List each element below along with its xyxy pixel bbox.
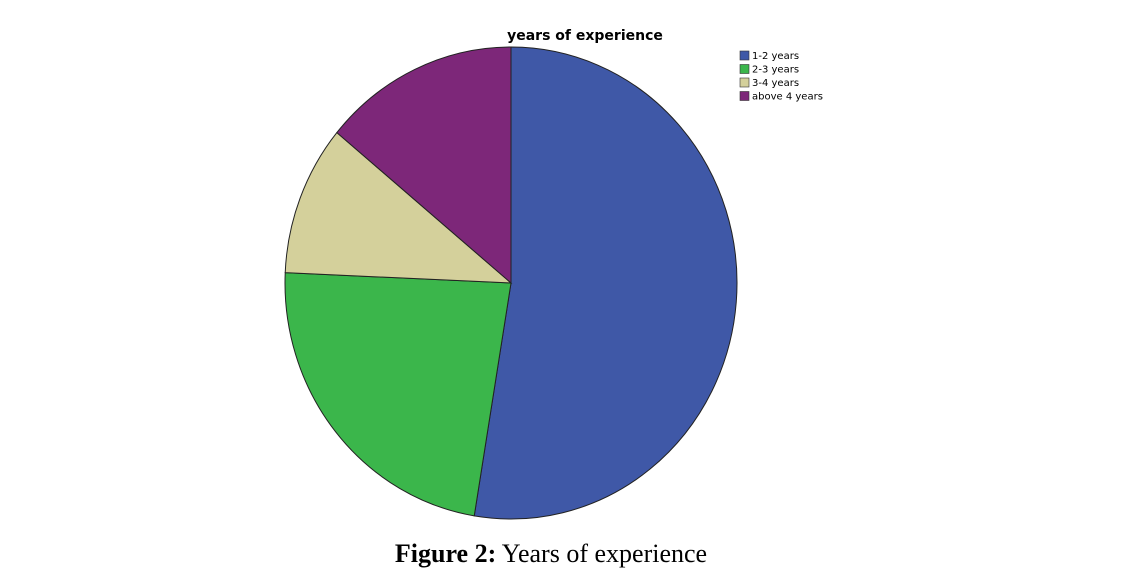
pie-slice <box>473 46 738 520</box>
pie-slice <box>336 46 512 285</box>
caption-text: Years of experience <box>502 539 707 568</box>
legend-swatch <box>739 77 750 88</box>
legend-label: 2-3 years <box>752 65 799 76</box>
legend-swatch <box>739 91 750 101</box>
chart-title: years of experience <box>507 28 663 44</box>
legend-label: above 4 years <box>752 92 823 103</box>
pie-slice <box>284 131 513 284</box>
legend-label: 1-2 years <box>752 51 799 62</box>
legend-swatch <box>739 64 750 74</box>
legend-swatch <box>739 50 750 61</box>
legend-label: 3-4 years <box>752 78 799 89</box>
caption-label: Figure 2: <box>395 539 496 568</box>
pie-slice <box>284 272 512 517</box>
caption: Figure 2: Years of experience <box>395 539 707 568</box>
